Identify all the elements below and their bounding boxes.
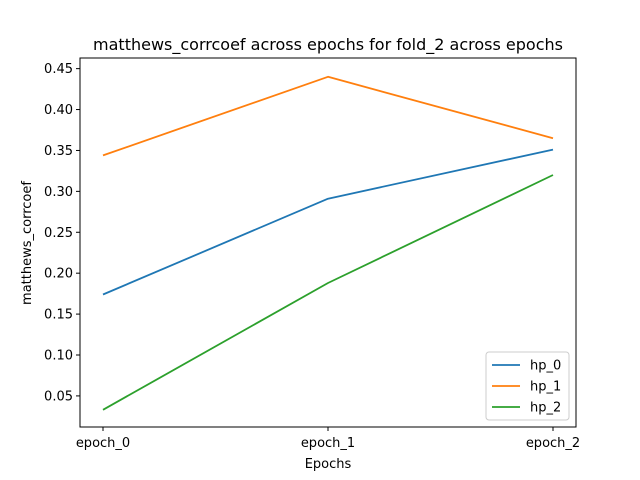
legend-label-hp_1: hp_1 (530, 380, 561, 395)
series-line-hp_1 (102, 75, 554, 157)
y-tick-label: 0.20 (44, 267, 73, 282)
series-lines (102, 75, 554, 411)
y-tick-label: 0.15 (44, 308, 73, 323)
y-tick-label: 0.25 (44, 226, 73, 241)
x-tick-label: epoch_1 (301, 436, 355, 451)
y-axis: 0.05 0.10 0.15 0.20 0.25 0.30 0.35 0.40 0.45 (44, 62, 80, 404)
y-axis-label: matthews_corrcoef (20, 181, 35, 305)
series-line-hp_2 (102, 174, 554, 411)
x-tick-label: epoch_2 (526, 436, 580, 451)
chart-title: matthews_corrcoef across epochs for fold… (93, 35, 563, 55)
y-tick-label: 0.10 (44, 349, 73, 364)
plot-frame (79, 57, 577, 428)
y-tick-label: 0.05 (44, 389, 73, 404)
series-line-hp_0 (102, 148, 554, 296)
legend-label-hp_0: hp_0 (530, 359, 561, 374)
x-axis: epoch_0 epoch_1 epoch_2 (76, 427, 580, 451)
legend-label-hp_2: hp_2 (530, 401, 561, 416)
y-tick-label: 0.45 (44, 62, 73, 77)
legend: hp_0 hp_1 hp_2 (485, 351, 570, 421)
x-axis-label: Epochs (305, 457, 352, 472)
y-tick-label: 0.40 (44, 103, 73, 118)
x-tick-label: epoch_0 (76, 436, 130, 451)
legend-box (485, 351, 570, 421)
y-tick-label: 0.35 (44, 144, 73, 159)
y-tick-label: 0.30 (44, 185, 73, 200)
